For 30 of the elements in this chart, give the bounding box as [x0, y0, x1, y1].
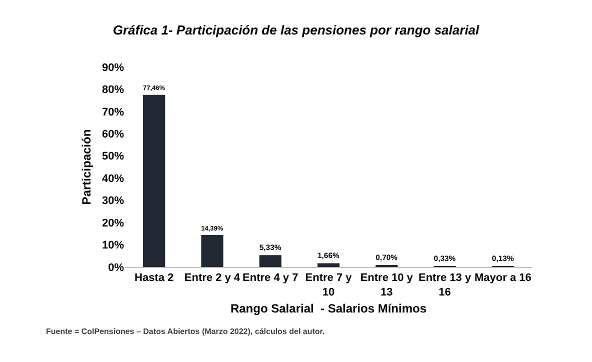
y-tick-label: 70% [102, 106, 124, 118]
y-tick-label: 60% [102, 128, 124, 141]
x-tick-label: Mayor a 16 [474, 272, 532, 284]
bar [317, 263, 340, 267]
chart-title: Gráfica 1- Participación de las pensiones por rango salarial [112, 22, 480, 38]
y-tick-label: 90% [102, 62, 124, 74]
data-label: 0,33% [434, 254, 456, 263]
y-tick-label: 30% [102, 195, 124, 208]
source-note: Fuente = ColPensiones – Datos Abiertos (Marzo 2022), cálculos del autor. [46, 327, 325, 336]
y-tick-label: 0% [108, 262, 124, 274]
data-label: 0,13% [492, 254, 514, 263]
x-axis-title: Rango Salarial - Salarios Mínimos [230, 301, 427, 316]
y-axis-title: Participación [79, 129, 94, 205]
x-tick-label: Entre 13 y 16 [418, 272, 472, 298]
x-tick-label: Entre 10 y 13 [360, 272, 414, 298]
x-tick-label: Entre 2 y 4 [184, 272, 241, 284]
y-tick-label: 50% [102, 150, 124, 163]
data-label: 0,70% [376, 252, 398, 262]
data-label: 1,66% [317, 251, 340, 260]
x-tick-label: Entre 4 y 7 [242, 272, 298, 284]
y-tick-label: 40% [102, 172, 124, 185]
bar [259, 255, 282, 267]
data-label: 5,33% [259, 243, 282, 252]
x-tick-label: Hasta 2 [134, 272, 174, 284]
bar [143, 94, 166, 267]
y-tick-label: 10% [102, 240, 124, 252]
x-tick-label: Entre 7 y 10 [305, 272, 353, 298]
y-tick-label: 80% [102, 84, 124, 96]
y-tick-label: 20% [102, 217, 124, 230]
bar [201, 235, 224, 267]
